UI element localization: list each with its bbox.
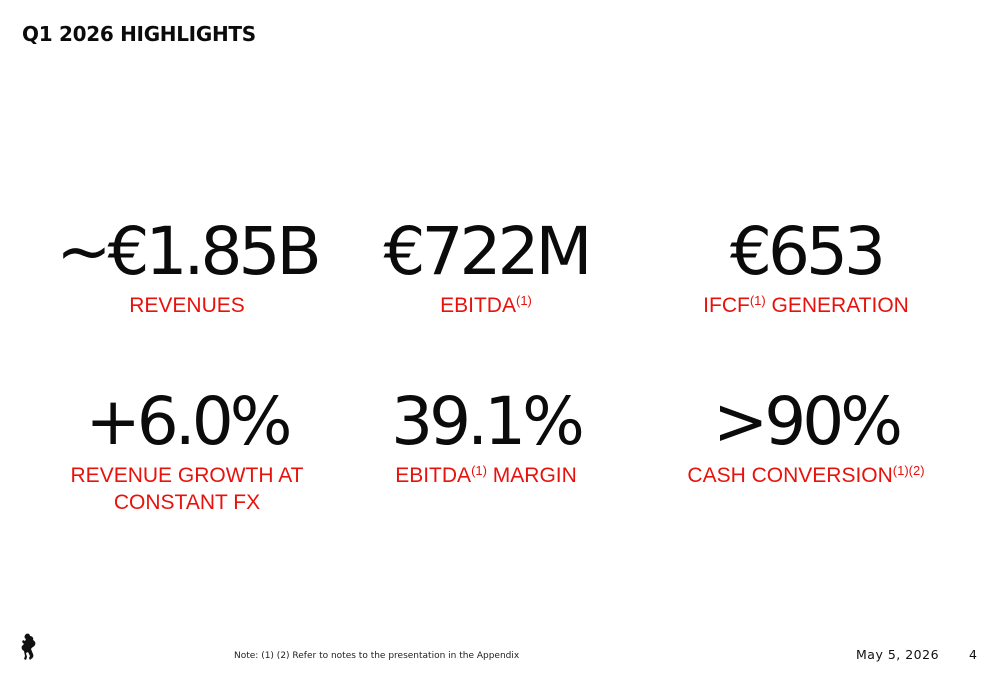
metric-ebitda-margin: 39.1% EBITDA(1) MARGIN [336, 386, 636, 489]
prancing-horse-logo-icon [18, 632, 40, 662]
metric-ifcf-generation: €653 IFCF(1) GENERATION [656, 216, 956, 319]
metric-revenue-growth: +6.0% REVENUE GROWTH AT CONSTANT FX [37, 386, 337, 516]
metric-value: >90% [713, 383, 903, 460]
metric-value: ~€1.85B [56, 213, 322, 290]
presentation-date: May 5, 2026 [856, 647, 940, 662]
metric-label: CASH CONVERSION(1)(2) [687, 463, 925, 487]
metric-label: REVENUE GROWTH AT CONSTANT FX [70, 464, 304, 514]
metric-value: €653 [730, 213, 886, 290]
footnote-marker: (1)(2) [892, 463, 925, 478]
metric-cash-conversion: >90% CASH CONVERSION(1)(2) [656, 386, 956, 489]
metric-label: IFCF(1) GENERATION [703, 293, 909, 317]
metric-value: +6.0% [85, 383, 293, 460]
metric-label: EBITDA(1) MARGIN [395, 463, 577, 487]
metric-revenues: ~€1.85B REVENUES [37, 216, 337, 319]
footnote-marker: (1) [749, 293, 766, 308]
metric-label: REVENUES [129, 294, 245, 317]
metric-value: 39.1% [391, 383, 585, 460]
page-number: 4 [969, 647, 977, 662]
slide-title: Q1 2026 HIGHLIGHTS [22, 22, 256, 46]
footnote-marker: (1) [471, 463, 487, 478]
footnote-marker: (1) [515, 293, 532, 308]
metric-label: EBITDA(1) [440, 293, 532, 317]
metric-value: €722M [383, 213, 593, 290]
footnote-text: Note: (1) (2) Refer to notes to the pres… [234, 651, 520, 661]
metric-ebitda: €722M EBITDA(1) [336, 216, 636, 319]
